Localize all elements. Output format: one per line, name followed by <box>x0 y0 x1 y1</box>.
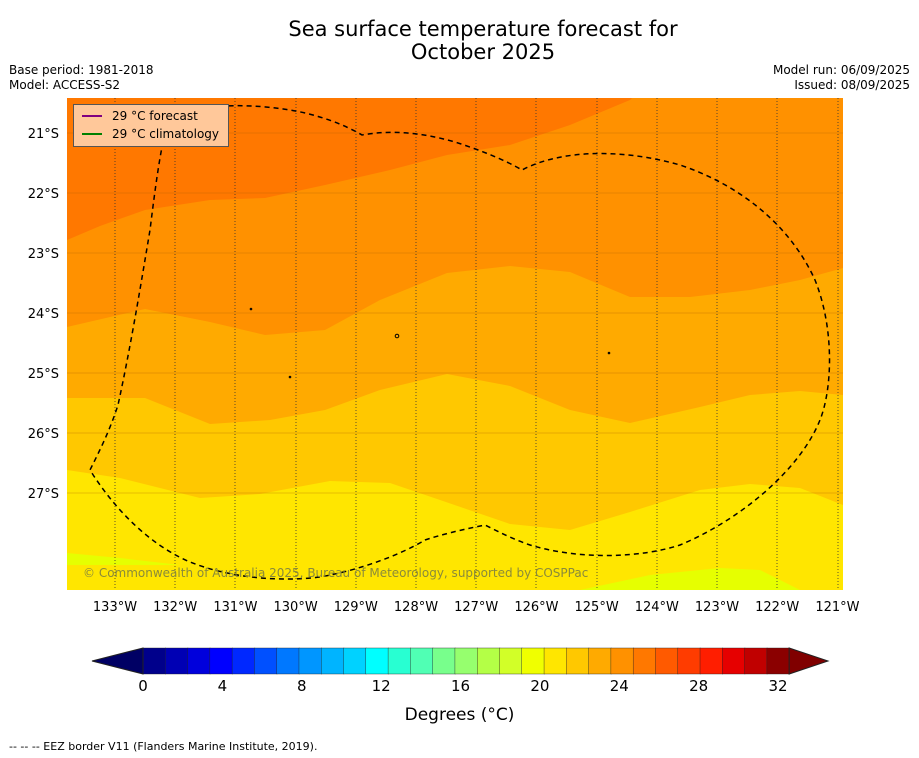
colorbar-segment <box>432 647 456 675</box>
model-name: Model: ACCESS-S2 <box>9 78 121 92</box>
temperature-field <box>67 98 843 590</box>
colorbar-tick-label: 32 <box>768 677 788 695</box>
colorbar-segment <box>499 647 523 675</box>
colorbar-segment <box>343 647 367 675</box>
colorbar-segment <box>276 647 300 675</box>
colorbar-segment <box>566 647 590 675</box>
colorbar-segment <box>766 647 790 675</box>
colorbar-tick-label: 28 <box>689 677 709 695</box>
colorbar-segment <box>454 647 478 675</box>
lat-tick-label: 24°S <box>28 307 59 322</box>
colorbar <box>91 647 830 675</box>
lat-tick-label: 25°S <box>28 367 59 382</box>
sst-map: © Commonwealth of Australia 2025, Bureau… <box>28 98 860 615</box>
title-line-2: October 2025 <box>410 40 556 64</box>
colorbar-tick-label: 16 <box>450 677 471 695</box>
legend-climatology: 29 °C climatology <box>82 126 219 142</box>
lon-tick-label: 133°W <box>93 600 137 615</box>
lon-tick-label: 127°W <box>454 600 498 615</box>
lat-tick-label: 21°S <box>28 127 59 142</box>
lat-tick-label: 23°S <box>28 247 59 262</box>
legend-forecast-label: 29 °C forecast <box>112 109 198 123</box>
band-yellow-green <box>67 553 800 590</box>
lat-tick-label: 27°S <box>28 487 59 502</box>
colorbar-tick-label: 0 <box>138 677 148 695</box>
colorbar-segment <box>632 647 657 675</box>
meta-left: Base period: 1981-2018 Model: ACCESS-S2 <box>9 63 154 93</box>
colorbar-tick-label: 20 <box>530 677 550 695</box>
title-line-1: Sea surface temperature forecast for <box>288 17 678 41</box>
colorbar-segment <box>231 647 256 675</box>
meta-right: Model run: 06/09/2025 Issued: 08/09/2025 <box>773 63 910 93</box>
issued-date: Issued: 08/09/2025 <box>794 78 910 92</box>
lon-tick-label: 126°W <box>514 600 558 615</box>
lat-tick-label: 22°S <box>28 187 59 202</box>
colorbar-segment <box>209 647 233 675</box>
colorbar-segment <box>410 647 434 675</box>
colorbar-tick-label: 8 <box>296 677 307 695</box>
islands <box>249 307 611 379</box>
map-legend: 29 °C forecast 29 °C climatology <box>73 104 229 147</box>
lon-tick-label: 129°W <box>334 600 378 615</box>
colorbar-segment <box>543 647 568 675</box>
lat-gridlines <box>67 132 843 494</box>
lon-tick-label: 128°W <box>394 600 438 615</box>
colorbar-segment <box>477 647 501 675</box>
colorbar-segment <box>722 647 746 675</box>
lon-tick-labels: 133°W 132°W 131°W 130°W 129°W 128°W 127°W 126°W… <box>93 600 860 615</box>
colorbar-tick-label: 24 <box>609 677 629 695</box>
colorbar-segment <box>699 647 723 675</box>
band-above <box>67 553 520 590</box>
colorbar-segment <box>588 647 612 675</box>
colorbar-segment <box>298 647 322 675</box>
colorbar-segment <box>142 647 166 675</box>
colorbar-segment <box>254 647 278 675</box>
colorbar-tick-label: 12 <box>371 677 391 695</box>
legend-forecast-swatch <box>82 115 102 117</box>
colorbar-tick-label: 4 <box>217 677 228 695</box>
colorbar-under-arrow <box>91 647 144 675</box>
copyright-text: © Commonwealth of Australia 2025, Bureau… <box>83 566 588 580</box>
colorbar-segment <box>744 647 768 675</box>
colorbar-segment <box>365 647 389 675</box>
legend-forecast: 29 °C forecast <box>82 108 198 124</box>
colorbar-segment <box>387 647 412 675</box>
lat-tick-labels: 21°S 22°S 23°S 24°S 25°S 26°S 27°S <box>28 127 59 502</box>
legend-climatology-swatch <box>82 133 102 135</box>
gridlines <box>114 98 839 590</box>
lon-tick-label: 123°W <box>695 600 739 615</box>
colorbar-over-arrow <box>788 647 830 675</box>
colorbar-segment <box>677 647 701 675</box>
lon-tick-label: 124°W <box>635 600 679 615</box>
lon-tick-label: 122°W <box>755 600 799 615</box>
lon-tick-label: 132°W <box>153 600 197 615</box>
lon-tick-label: 121°W <box>815 600 859 615</box>
footer-note: -- -- -- EEZ border V11 (Flanders Marine… <box>9 740 318 753</box>
colorbar-segment <box>165 647 189 675</box>
colorbar-segment <box>187 647 211 675</box>
lon-tick-label: 131°W <box>213 600 257 615</box>
model-run: Model run: 06/09/2025 <box>772 63 910 77</box>
lat-tick-label: 26°S <box>28 427 59 442</box>
colorbar-segment <box>610 647 634 675</box>
colorbar-segment <box>321 647 345 675</box>
colorbar-segment <box>521 647 545 675</box>
legend-climatology-label: 29 °C climatology <box>112 127 220 141</box>
lon-tick-label: 130°W <box>274 600 318 615</box>
colorbar-segment <box>655 647 679 675</box>
chart-title: Sea surface temperature forecast for Oct… <box>0 18 919 64</box>
units-label: Degrees (°C) <box>404 705 515 725</box>
lon-tick-label: 125°W <box>575 600 619 615</box>
base-period: Base period: 1981-2018 <box>9 63 154 77</box>
